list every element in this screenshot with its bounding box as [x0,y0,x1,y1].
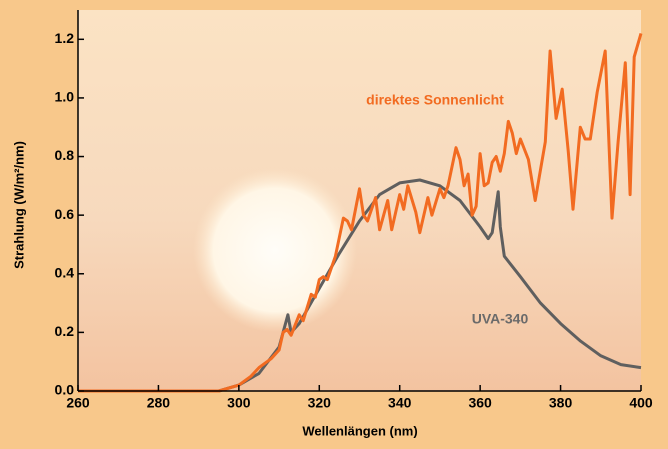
x-tick-label: 280 [147,395,171,411]
y-tick-label: 1.2 [55,30,75,46]
y-tick-label: 0.6 [55,206,75,222]
series-label: UVA-340 [472,311,529,327]
y-axis-label: Strahlung (W/m²/nm) [11,141,26,269]
x-tick-label: 400 [629,395,653,411]
x-tick-label: 320 [308,395,332,411]
x-tick-label: 360 [468,395,492,411]
y-tick-label: 0.8 [55,147,75,163]
sun-image [193,168,357,332]
y-tick-label: 0.2 [55,323,75,339]
series-line [78,32,643,393]
x-axis-label: Wellenlängen (nm) [302,423,417,438]
series-line [78,178,642,393]
plot-area [78,10,641,391]
x-tick-label: 380 [549,395,573,411]
x-tick-label: 260 [66,395,90,411]
series-label: direktes Sonnenlicht [366,92,504,108]
y-tick-label: 0.4 [55,264,75,280]
x-tick-label: 300 [227,395,251,411]
y-tick-label: 1.0 [55,89,75,105]
x-tick-label: 340 [388,395,412,411]
y-tick-label: 0.0 [55,382,75,398]
